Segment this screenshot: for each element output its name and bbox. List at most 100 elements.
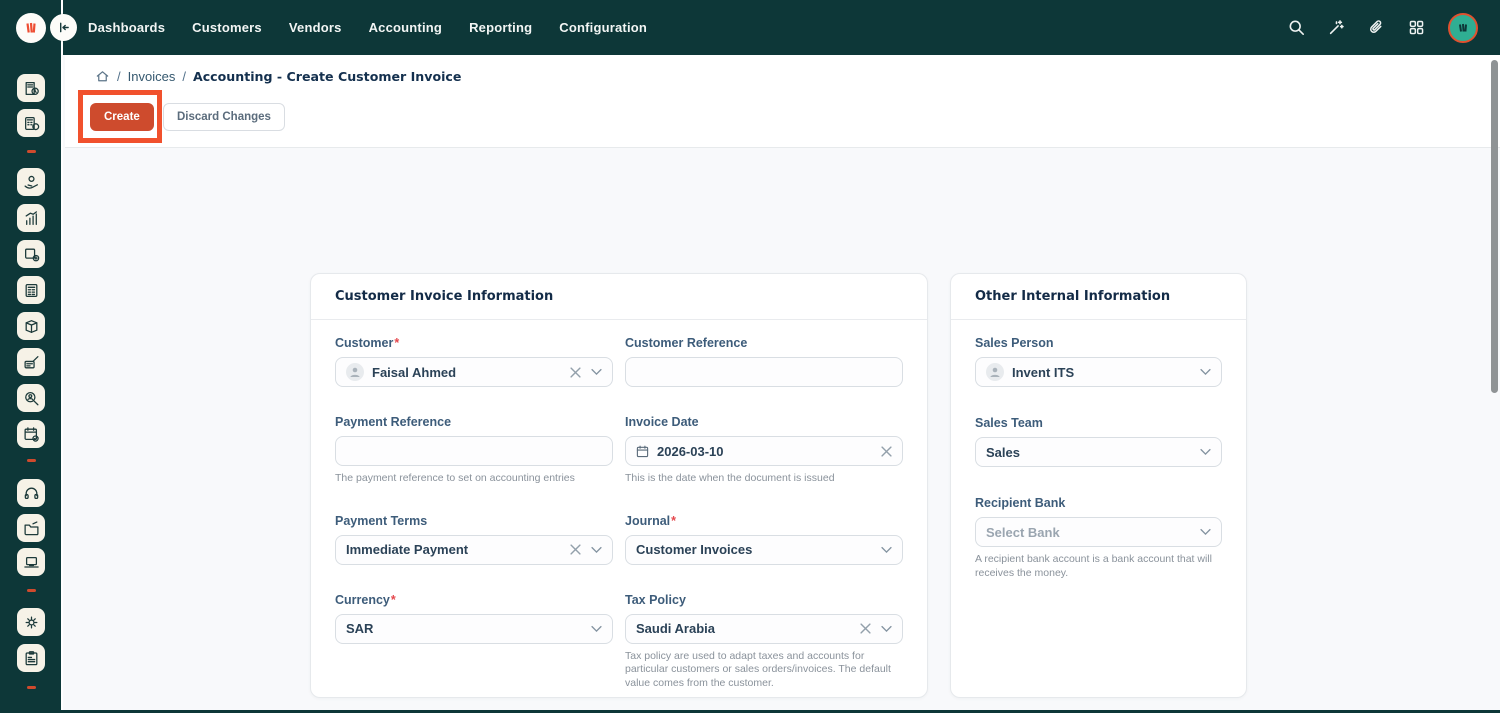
recipient-bank-placeholder: Select Bank bbox=[986, 524, 1060, 540]
search-icon[interactable] bbox=[1288, 19, 1305, 36]
customer-reference-input[interactable] bbox=[636, 364, 892, 380]
nav-configuration[interactable]: Configuration bbox=[559, 20, 648, 35]
user-avatar[interactable] bbox=[1448, 12, 1478, 43]
billing-pen-icon bbox=[23, 355, 39, 368]
customer-reference-field: Customer Reference bbox=[625, 336, 903, 387]
sidebar-item-package[interactable] bbox=[17, 312, 45, 340]
sidebar-item-journal-clock[interactable] bbox=[17, 74, 45, 102]
chevron-down-icon[interactable] bbox=[881, 625, 892, 633]
sidebar-item-support[interactable] bbox=[17, 479, 45, 507]
required-mark: * bbox=[671, 513, 677, 528]
chevron-down-icon[interactable] bbox=[1200, 528, 1211, 536]
field-help: The payment reference to set on accounti… bbox=[335, 472, 575, 484]
create-button[interactable]: Create bbox=[90, 103, 154, 131]
sidebar-item-calendar[interactable] bbox=[17, 420, 45, 448]
payment-reference-input-wrap bbox=[335, 436, 613, 466]
page-header: / Invoices / Accounting - Create Custome… bbox=[65, 55, 1500, 148]
sidebar-collapse-button[interactable] bbox=[50, 14, 77, 41]
calculator-coin-icon bbox=[24, 116, 39, 130]
tax-policy-select[interactable]: Saudi Arabia bbox=[625, 613, 903, 644]
sidebar-item-settings[interactable] bbox=[17, 608, 45, 636]
currency-select[interactable]: SAR bbox=[335, 613, 613, 644]
search-person-icon bbox=[24, 391, 39, 405]
clear-icon[interactable] bbox=[881, 445, 892, 457]
payment-terms-field: Payment Terms Immediate Payment bbox=[335, 514, 613, 565]
chevron-down-icon[interactable] bbox=[591, 546, 602, 554]
logo-mark-icon bbox=[26, 22, 36, 33]
sidebar-separator bbox=[27, 150, 36, 153]
avatar-mark-icon bbox=[1459, 23, 1467, 32]
contact-avatar bbox=[346, 363, 364, 381]
sidebar-item-online-portal[interactable] bbox=[17, 548, 45, 576]
customer-reference-input-wrap bbox=[625, 357, 903, 387]
nav-customers[interactable]: Customers bbox=[192, 20, 262, 35]
field-label: Tax Policy bbox=[625, 592, 686, 607]
journal-clock-icon bbox=[25, 81, 39, 95]
app-sidebar bbox=[0, 0, 63, 713]
vertical-scrollbar[interactable] bbox=[1491, 60, 1498, 393]
field-label: Sales Person bbox=[975, 336, 1054, 350]
nav-vendors[interactable]: Vendors bbox=[288, 20, 342, 35]
nav-reporting[interactable]: Reporting bbox=[469, 20, 533, 35]
calendar-icon bbox=[636, 445, 649, 457]
sidebar-item-clipboard-calc[interactable] bbox=[17, 276, 45, 304]
window-bottom-edge bbox=[0, 710, 1500, 713]
chevron-down-icon[interactable] bbox=[1200, 368, 1211, 376]
topbar: Dashboards Customers Vendors Accounting … bbox=[0, 0, 1500, 55]
sidebar-item-calculator-coin[interactable] bbox=[17, 109, 45, 137]
growth-chart-icon bbox=[25, 210, 37, 225]
paperclip-icon[interactable] bbox=[1368, 19, 1385, 36]
journal-field: Journal * Customer Invoices bbox=[625, 514, 903, 565]
nav-dashboards[interactable]: Dashboards bbox=[88, 20, 166, 35]
package-icon bbox=[25, 319, 37, 333]
clear-icon[interactable] bbox=[860, 623, 871, 634]
journal-select[interactable]: Customer Invoices bbox=[625, 534, 903, 565]
currency-field: Currency * SAR bbox=[335, 593, 613, 691]
customer-select[interactable]: Faisal Ahmed bbox=[335, 357, 613, 387]
field-label: Recipient Bank bbox=[975, 496, 1066, 510]
chevron-down-icon[interactable] bbox=[1200, 448, 1211, 456]
contact-avatar bbox=[986, 363, 1004, 381]
invoice-date-picker[interactable]: 2026-03-10 bbox=[625, 436, 903, 466]
field-help: Tax policy are used to adapt taxes and a… bbox=[625, 649, 891, 689]
sidebar-item-device-add[interactable] bbox=[17, 240, 45, 268]
recipient-bank-select[interactable]: Select Bank bbox=[975, 517, 1222, 547]
discard-changes-button[interactable]: Discard Changes bbox=[163, 103, 285, 131]
sales-team-select[interactable]: Sales bbox=[975, 437, 1222, 467]
sales-person-select[interactable]: Invent ITS bbox=[975, 357, 1222, 387]
card-title: Customer Invoice Information bbox=[311, 274, 927, 320]
clear-icon[interactable] bbox=[570, 366, 581, 378]
clipboard-report-icon bbox=[25, 650, 37, 665]
magic-wand-icon[interactable] bbox=[1328, 19, 1345, 36]
other-internal-information-card: Other Internal Information Sales Person … bbox=[950, 273, 1247, 698]
chevron-down-icon[interactable] bbox=[591, 368, 602, 376]
tax-policy-value: Saudi Arabia bbox=[636, 621, 715, 637]
nav-accounting[interactable]: Accounting bbox=[368, 20, 443, 35]
chevron-down-icon[interactable] bbox=[591, 625, 602, 633]
tax-policy-field: Tax Policy Saudi Arabia Tax policy are u… bbox=[625, 593, 903, 691]
sidebar-item-documents[interactable] bbox=[17, 514, 45, 542]
customer-value: Faisal Ahmed bbox=[372, 364, 457, 380]
payment-reference-field: Payment Reference The payment reference … bbox=[335, 415, 613, 486]
field-label: Customer Reference bbox=[625, 336, 748, 350]
breadcrumb-invoices[interactable]: Invoices bbox=[127, 69, 176, 84]
journal-value: Customer Invoices bbox=[636, 542, 753, 558]
sidebar-item-reports[interactable] bbox=[17, 644, 45, 672]
home-icon[interactable] bbox=[95, 69, 110, 84]
sidebar-item-audit-search[interactable] bbox=[17, 384, 45, 412]
payment-reference-input[interactable] bbox=[346, 443, 602, 459]
headset-icon bbox=[24, 487, 38, 499]
app-logo[interactable] bbox=[16, 13, 46, 43]
sidebar-item-growth-report[interactable] bbox=[17, 204, 45, 232]
apps-grid-icon[interactable] bbox=[1408, 19, 1425, 36]
field-help: A recipient bank account is a bank accou… bbox=[975, 553, 1212, 579]
sidebar-item-services[interactable] bbox=[17, 168, 45, 196]
field-label: Invoice Date bbox=[625, 415, 699, 429]
sidebar-item-billing[interactable] bbox=[17, 348, 45, 376]
chevron-down-icon[interactable] bbox=[881, 546, 892, 554]
invoice-date-field: Invoice Date 2026-03-10 This is the date… bbox=[625, 415, 903, 486]
payment-terms-select[interactable]: Immediate Payment bbox=[335, 534, 613, 565]
recipient-bank-field: Recipient Bank Select Bank A recipient b… bbox=[975, 496, 1222, 580]
invoice-date-value: 2026-03-10 bbox=[657, 443, 724, 459]
clear-icon[interactable] bbox=[570, 544, 581, 555]
